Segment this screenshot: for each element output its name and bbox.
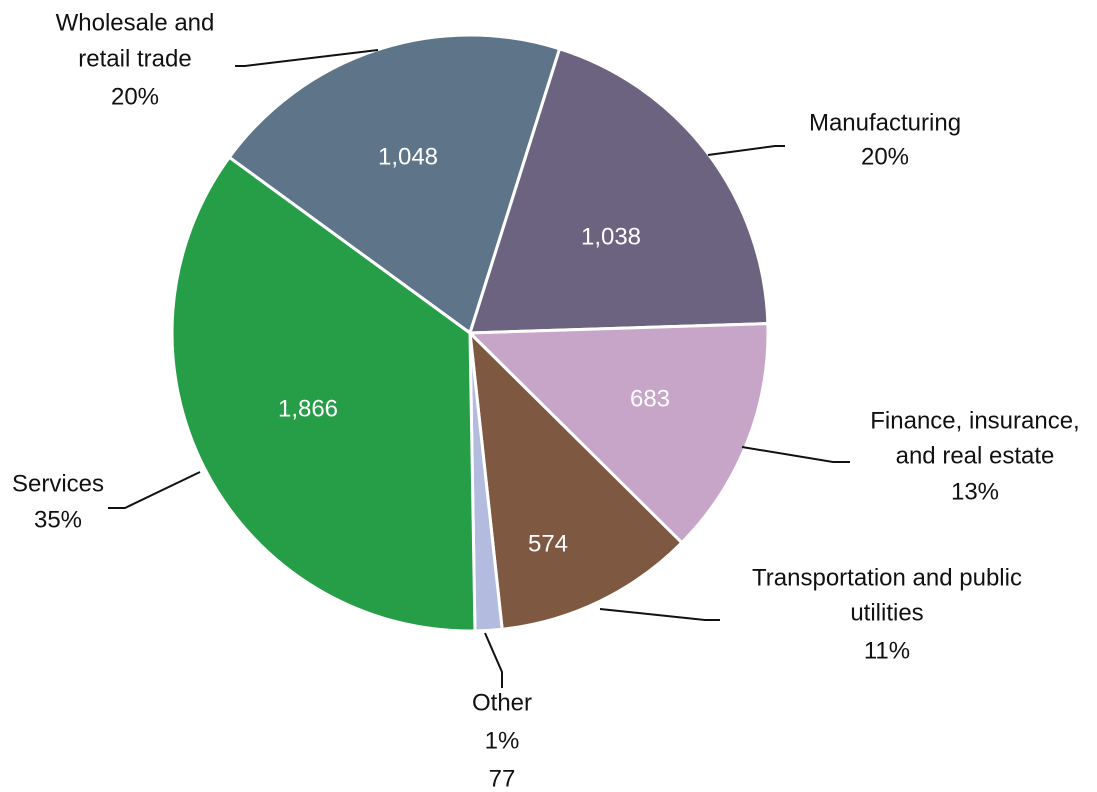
percent-label: 13%	[951, 478, 999, 505]
value-label: 77	[489, 765, 516, 792]
value-label: 574	[528, 530, 568, 557]
value-label: 1,048	[378, 143, 438, 170]
value-label: 1,866	[278, 395, 338, 422]
leader-line	[484, 632, 503, 688]
slice-label: Services	[12, 470, 104, 497]
percent-label: 20%	[111, 83, 159, 110]
pie-slice	[467, 46, 770, 335]
slice-label: Finance, insurance,	[870, 407, 1079, 434]
slice-label: Wholesale and	[56, 9, 215, 36]
leader-line	[741, 446, 850, 463]
value-label: 1,038	[581, 223, 641, 250]
leader-line	[235, 49, 379, 67]
slice-label: utilities	[850, 599, 923, 626]
pie-slice	[170, 155, 477, 633]
percent-label: 35%	[34, 506, 82, 533]
slice-label: Other	[472, 689, 532, 716]
pie-slice	[466, 322, 770, 545]
slice-label: and real estate	[896, 442, 1055, 469]
percent-label: 11%	[864, 637, 910, 664]
percent-label: 1%	[485, 727, 520, 754]
slice-label: Transportation and public	[752, 564, 1022, 591]
leader-line	[599, 608, 720, 621]
leader-line	[108, 471, 201, 509]
percent-label: 20%	[861, 143, 909, 170]
value-label: 683	[630, 385, 670, 412]
slice-label: retail trade	[78, 45, 191, 72]
leader-line	[707, 145, 785, 156]
pie-slice	[468, 328, 684, 631]
slice-label: Manufacturing	[809, 109, 961, 136]
